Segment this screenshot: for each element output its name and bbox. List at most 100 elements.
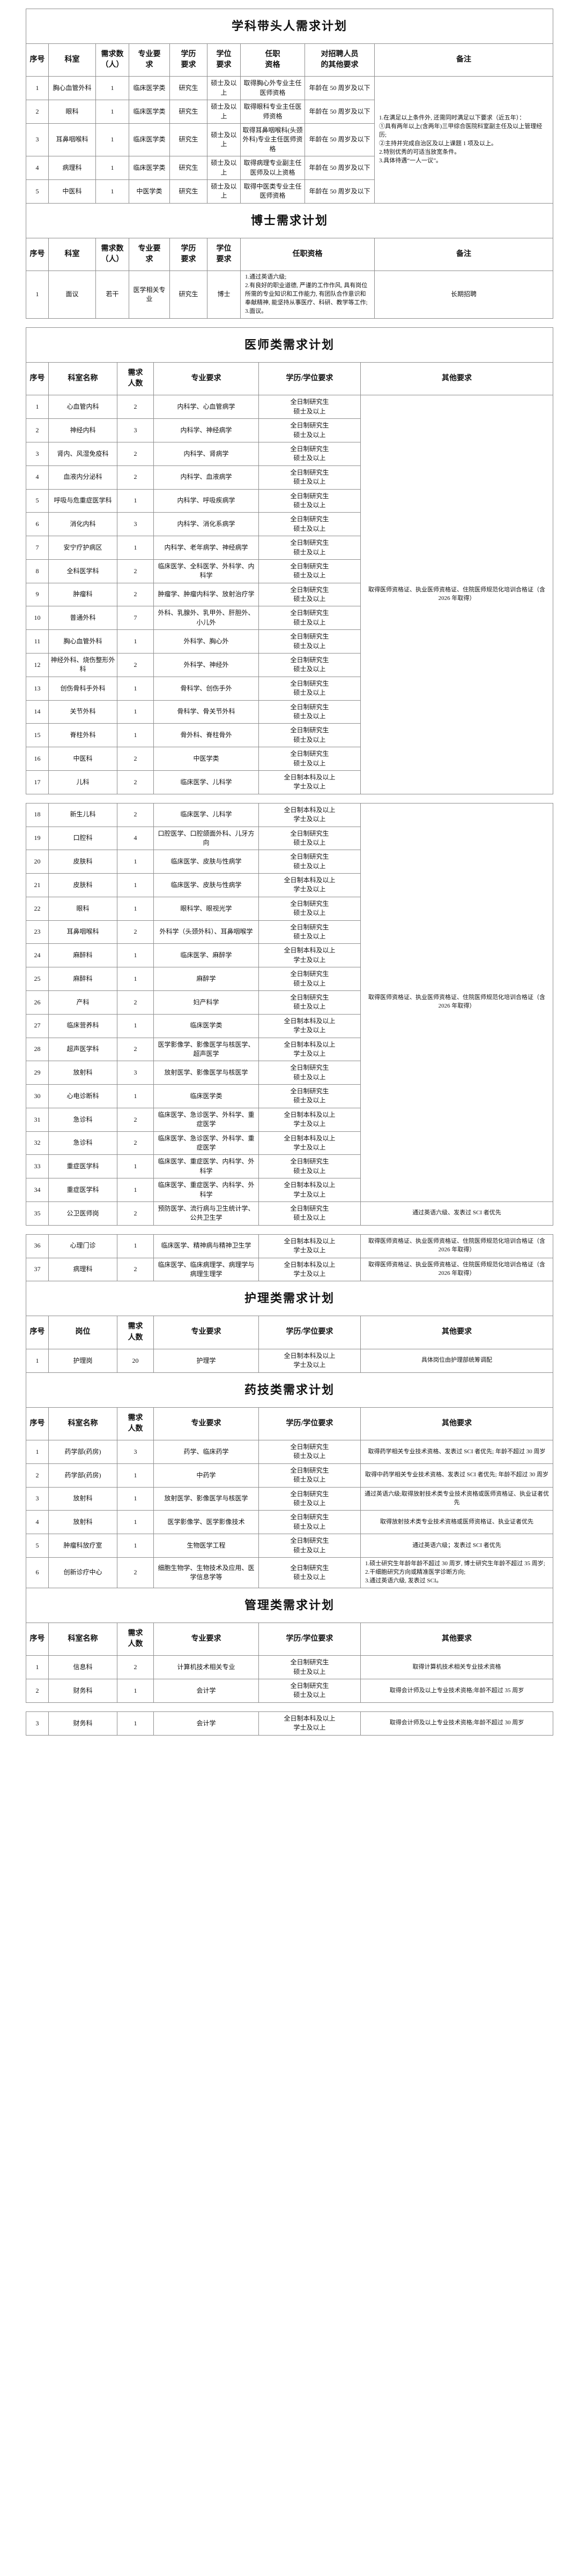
physician-banner-row: 医师类需求计划 — [26, 327, 553, 363]
recruitment-plan-document: 学科带头人需求计划 序号 科室 需求数 （人） 专业要 求 学历 要求 学位 要… — [0, 0, 579, 1744]
col-header-remark: 备注 — [374, 237, 553, 272]
cell-no: 25 — [26, 967, 49, 991]
cell-count: 2 — [117, 559, 154, 583]
cell-education-degree: 全日制研究生 硕士及以上 — [258, 1440, 361, 1464]
cell-no: 1 — [26, 395, 49, 419]
cell-education-degree: 全日制本科及以上 学士及以上 — [258, 802, 361, 827]
cell-dept: 中医科 — [48, 179, 96, 204]
cell-other: 取得医师资格证、执业医师资格证、住院医师规范化培训合格证（含 2026 年取得） — [360, 1234, 553, 1258]
cell-dept: 药学部(药房) — [48, 1463, 117, 1488]
cell-no: 17 — [26, 770, 49, 794]
doctorate-banner: 博士需求计划 — [26, 202, 553, 238]
cell-count: 1 — [117, 1463, 154, 1488]
cell-dept: 安宁疗护病区 — [48, 536, 117, 560]
table-row: 14 关节外科 1 骨科学、骨关节外科 全日制研究生 硕士及以上 — [26, 700, 553, 724]
cell-dept: 皮肤科 — [48, 873, 117, 897]
cell-education-degree: 全日制研究生 硕士及以上 — [258, 1154, 361, 1179]
cell-dept: 病理科 — [48, 1257, 117, 1282]
cell-dept: 神经内科 — [48, 418, 117, 442]
cell-count: 1 — [117, 1711, 154, 1736]
table-row: 32 急诊科 2 临床医学、急诊医学、外科学、重症医学 全日制本科及以上 学士及… — [26, 1131, 553, 1155]
col-header-education-degree: 学历/学位要求 — [258, 1622, 361, 1656]
cell-education-degree: 全日制本科及以上 学士及以上 — [258, 1037, 361, 1062]
table-row: 25 麻醉科 1 麻醉学 全日制研究生 硕士及以上 — [26, 967, 553, 991]
cell-major: 骨科学、骨关节外科 — [153, 700, 259, 724]
cell-dept: 眼科 — [48, 100, 96, 124]
table-row: 1 心血管内科 2 内科学、心血管病学 全日制研究生 硕士及以上 取得医师资格证… — [26, 395, 553, 794]
cell-dept: 心理门诊 — [48, 1234, 117, 1258]
cell-other: 通过英语六级;取得放射技术类专业技术资格或医师资格证、执业证者优先 — [360, 1486, 553, 1511]
cell-education-degree: 全日制研究生 硕士及以上 — [258, 747, 361, 771]
cell-dept: 麻醉科 — [48, 967, 117, 991]
cell-count: 2 — [117, 802, 154, 827]
cell-education-degree: 全日制研究生 硕士及以上 — [258, 990, 361, 1015]
cell-education-degree: 全日制研究生 硕士及以上 — [258, 489, 361, 513]
cell-education-degree: 全日制研究生 硕士及以上 — [258, 418, 361, 442]
cell-major: 放射医学、影像医学与核医学 — [153, 1486, 259, 1511]
cell-count: 1 — [117, 723, 154, 748]
cell-no: 12 — [26, 653, 49, 677]
cell-no: 16 — [26, 747, 49, 771]
cell-major: 骨科学、创伤手外 — [153, 676, 259, 701]
cell-education-degree: 全日制研究生 硕士及以上 — [258, 723, 361, 748]
cell-count: 20 — [117, 1348, 154, 1373]
cell-qualification: 取得耳鼻咽喉科(头颈外科)专业主任医师资格 — [240, 123, 305, 157]
table-row: 28 超声医学科 2 医学影像学、影像医学与核医学、超声医学 全日制本科及以上 … — [26, 1037, 553, 1062]
cell-count: 3 — [117, 512, 154, 537]
table-row: 37 病理科 2 临床医学、临床病理学、病理学与病理生理学 全日制本科及以上 学… — [26, 1257, 553, 1282]
cell-dept: 重症医学科 — [48, 1178, 117, 1202]
leader-banner-row: 学科带头人需求计划 — [26, 9, 553, 44]
cell-no: 18 — [26, 802, 49, 827]
table-row: 1 面议 若干 医学相关专业 研究生 博士 1.通过英语六级; 2.有良好的职业… — [26, 271, 553, 319]
cell-no: 37 — [26, 1257, 49, 1282]
cell-no: 3 — [26, 123, 49, 157]
physician-table-block1: 医师类需求计划 序号 科室名称 需求 人数 专业要求 学历/学位要求 其他要求 … — [26, 327, 553, 794]
cell-dept: 皮肤科 — [48, 850, 117, 874]
table-row: 15 脊柱外科 1 骨外科、脊柱骨外 全日制研究生 硕士及以上 — [26, 723, 553, 748]
cell-education-degree: 全日制研究生 硕士及以上 — [258, 1655, 361, 1680]
cell-count: 2 — [117, 465, 154, 490]
table-row: 18 新生儿科 2 临床医学、儿科学 全日制本科及以上 学士及以上 取得医师资格… — [26, 802, 553, 1203]
cell-major: 外科学、胸心外 — [153, 629, 259, 654]
cell-dept: 临床营养科 — [48, 1013, 117, 1038]
physician-table-block2: 18 新生儿科 2 临床医学、儿科学 全日制本科及以上 学士及以上 取得医师资格… — [26, 802, 553, 1226]
cell-other: 通过英语六级；发表过 SCI 者优先 — [360, 1534, 553, 1558]
cell-count: 2 — [117, 920, 154, 944]
cell-education-degree: 全日制研究生 硕士及以上 — [258, 676, 361, 701]
table-row: 3 放射科 1 放射医学、影像医学与核医学 全日制研究生 硕士及以上 通过英语六… — [26, 1486, 553, 1511]
cell-count: 1 — [117, 700, 154, 724]
cell-count: 3 — [117, 1440, 154, 1464]
top-spacer — [0, 0, 579, 9]
table-row: 29 放射科 3 放射医学、影像医学与核医学 全日制研究生 硕士及以上 — [26, 1061, 553, 1085]
cell-education-degree: 全日制研究生 硕士及以上 — [258, 1201, 361, 1226]
cell-degree: 硕士及以上 — [207, 76, 241, 101]
cell-no: 13 — [26, 676, 49, 701]
cell-count: 1 — [117, 1013, 154, 1038]
management-table-block2: 3 财务科 1 会计学 全日制本科及以上 学士及以上 取得会计师及以上专业技术资… — [26, 1711, 553, 1736]
cell-qualification: 取得胸心外专业主任医师资格 — [240, 76, 305, 101]
table-row: 33 重症医学科 1 临床医学、重症医学、内科学、外科学 全日制研究生 硕士及以… — [26, 1154, 553, 1179]
cell-no: 3 — [26, 442, 49, 466]
physician-table-wrap-2: 18 新生儿科 2 临床医学、儿科学 全日制本科及以上 学士及以上 取得医师资格… — [0, 802, 579, 1226]
cell-no: 2 — [26, 1463, 49, 1488]
cell-count: 1 — [117, 1510, 154, 1535]
col-header-qualification: 任职 资格 — [240, 43, 305, 77]
cell-count: 1 — [117, 1534, 154, 1558]
col-header-education: 学历 要求 — [169, 237, 207, 272]
cell-no: 21 — [26, 873, 49, 897]
col-header-count: 需求 人数 — [117, 1316, 154, 1349]
cell-dept: 耳鼻咽喉科 — [48, 920, 117, 944]
col-header-other: 其他要求 — [360, 1622, 553, 1656]
cell-major: 会计学 — [153, 1711, 259, 1736]
cell-major: 会计学 — [153, 1679, 259, 1703]
table-row: 4 放射科 1 医学影像学、医学影像技术 全日制研究生 硕士及以上 取得放射技术… — [26, 1510, 553, 1535]
cell-major: 内科学、血液病学 — [153, 465, 259, 490]
table-row: 31 急诊科 2 临床医学、急诊医学、外科学、重症医学 全日制本科及以上 学士及… — [26, 1107, 553, 1132]
cell-count: 1 — [95, 179, 129, 204]
table-row: 2 眼科 1 临床医学类 研究生 硕士及以上 取得眼科专业主任医师资格 年龄在 … — [26, 100, 553, 124]
cell-education-degree: 全日制本科及以上 学士及以上 — [258, 1107, 361, 1132]
cell-dept: 耳鼻咽喉科 — [48, 123, 96, 157]
cell-count: 若干 — [95, 271, 129, 319]
bottom-spacer — [0, 1736, 579, 1744]
cell-dept: 儿科 — [48, 770, 117, 794]
